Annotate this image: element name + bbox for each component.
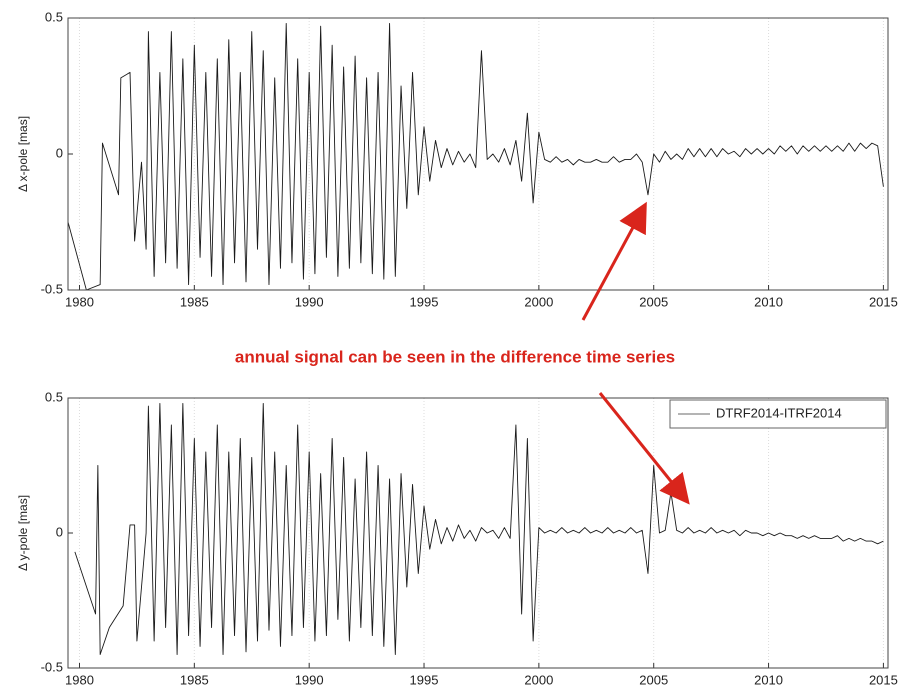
arrow xyxy=(598,392,690,505)
plot-area xyxy=(68,18,888,290)
y-tick-label: 0.5 xyxy=(45,9,63,24)
x-tick-label: 1995 xyxy=(410,672,439,687)
x-tick-label: 2000 xyxy=(524,672,553,687)
x-tick-label: 2000 xyxy=(524,294,553,309)
plot-area xyxy=(68,398,888,668)
x-tick-label: 1985 xyxy=(180,672,209,687)
x-tick-label: 2005 xyxy=(639,294,668,309)
x-tick-label: 1990 xyxy=(295,294,324,309)
x-tick-label: 1985 xyxy=(180,294,209,309)
data-line xyxy=(67,22,884,291)
x-tick-label: 2010 xyxy=(754,672,783,687)
x-tick-label: 2010 xyxy=(754,294,783,309)
x-tick-label: 1995 xyxy=(410,294,439,309)
data-line xyxy=(74,402,884,655)
x-tick-label: 1980 xyxy=(65,672,94,687)
x-tick-label: 2015 xyxy=(869,672,898,687)
x-tick-label: 1980 xyxy=(65,294,94,309)
x-tick-label: 2005 xyxy=(639,672,668,687)
x-tick-label: 2015 xyxy=(869,294,898,309)
plot-frame xyxy=(67,397,889,669)
y-tick-label: -0.5 xyxy=(41,281,63,296)
y-tick-label: 0 xyxy=(56,524,63,539)
y-axis-label: Δ x-pole [mas] xyxy=(16,116,30,192)
y-tick-label: 0 xyxy=(56,145,63,160)
plot-frame xyxy=(67,17,889,291)
y-tick-label: 0.5 xyxy=(45,389,63,404)
legend-label: DTRF2014-ITRF2014 xyxy=(716,405,842,420)
y-tick-label: -0.5 xyxy=(41,659,63,674)
y-axis-label: Δ y-pole [mas] xyxy=(16,495,30,571)
arrow xyxy=(581,201,647,321)
annotation: annual signal can be seen in the differe… xyxy=(235,347,675,366)
x-tick-label: 1990 xyxy=(295,672,324,687)
